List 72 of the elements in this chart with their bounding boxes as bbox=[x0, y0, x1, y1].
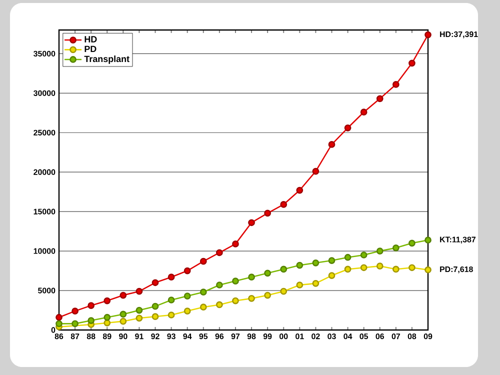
point bbox=[168, 312, 175, 318]
point bbox=[424, 236, 432, 244]
point bbox=[248, 219, 255, 226]
point bbox=[296, 282, 304, 288]
point bbox=[136, 288, 143, 295]
point bbox=[232, 297, 239, 304]
point bbox=[184, 292, 191, 300]
point bbox=[200, 258, 207, 265]
point bbox=[248, 294, 255, 302]
point bbox=[296, 262, 304, 269]
point bbox=[360, 108, 368, 116]
point bbox=[56, 320, 62, 328]
point bbox=[344, 124, 352, 132]
point bbox=[408, 60, 416, 67]
point bbox=[152, 302, 159, 310]
point bbox=[200, 304, 207, 311]
point bbox=[280, 266, 288, 273]
point bbox=[136, 306, 143, 314]
point bbox=[392, 266, 400, 273]
point bbox=[376, 262, 384, 270]
point bbox=[216, 249, 223, 256]
point bbox=[264, 270, 272, 277]
point bbox=[168, 274, 175, 281]
point bbox=[104, 314, 111, 321]
point bbox=[200, 288, 207, 296]
point bbox=[376, 95, 384, 102]
point bbox=[248, 274, 255, 281]
point bbox=[104, 319, 111, 326]
point bbox=[328, 257, 336, 264]
point bbox=[296, 186, 304, 194]
point bbox=[264, 292, 272, 299]
legend-label: PD bbox=[84, 46, 96, 52]
point bbox=[216, 282, 223, 288]
point bbox=[184, 267, 191, 274]
point bbox=[280, 201, 288, 208]
point bbox=[424, 31, 432, 38]
point bbox=[152, 313, 159, 320]
point bbox=[232, 240, 239, 248]
point bbox=[120, 318, 127, 325]
point bbox=[312, 168, 320, 175]
point bbox=[216, 301, 223, 308]
point bbox=[184, 308, 191, 314]
point bbox=[344, 254, 352, 261]
point bbox=[168, 296, 175, 304]
point bbox=[72, 320, 78, 328]
point bbox=[328, 272, 336, 279]
legend-label: HD bbox=[84, 36, 97, 42]
point bbox=[120, 292, 127, 299]
point bbox=[392, 81, 400, 88]
point bbox=[392, 244, 400, 252]
point bbox=[152, 279, 159, 286]
point bbox=[88, 302, 95, 309]
point bbox=[344, 266, 352, 273]
point bbox=[264, 210, 272, 217]
point bbox=[72, 308, 78, 314]
point bbox=[232, 278, 239, 284]
point bbox=[88, 317, 95, 324]
point bbox=[328, 141, 336, 148]
point bbox=[360, 264, 368, 272]
point bbox=[56, 314, 62, 321]
legend-label: Transplant bbox=[84, 55, 130, 64]
point bbox=[104, 297, 111, 304]
point bbox=[280, 288, 288, 295]
point bbox=[120, 310, 127, 318]
point bbox=[408, 240, 416, 247]
point bbox=[376, 248, 384, 254]
point bbox=[424, 266, 432, 274]
point bbox=[136, 314, 143, 322]
point bbox=[408, 264, 416, 272]
point bbox=[312, 259, 320, 266]
point bbox=[312, 280, 320, 287]
point bbox=[360, 252, 368, 258]
